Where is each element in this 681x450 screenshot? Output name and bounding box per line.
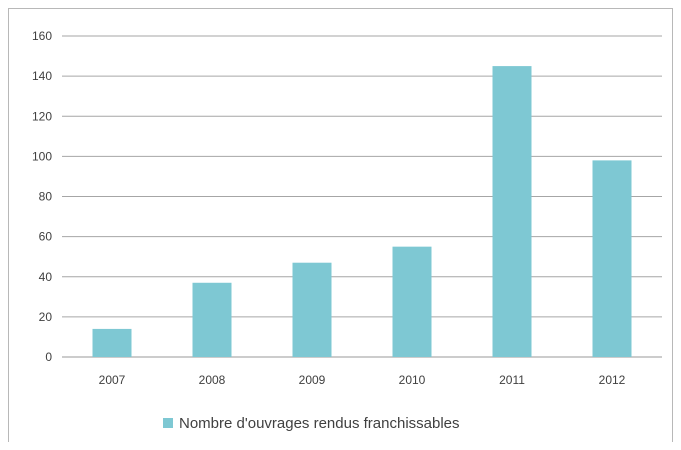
bar-2012 <box>592 160 632 357</box>
bars <box>92 66 632 357</box>
y-tick-label: 0 <box>45 350 52 364</box>
y-tick-label: 120 <box>32 109 52 123</box>
bar-2009 <box>292 262 332 357</box>
chart-frame <box>8 8 673 442</box>
x-tick-label: 2009 <box>299 373 326 387</box>
y-axis-ticks: 0 20 40 60 80 100 120 140 160 <box>32 29 52 364</box>
gridlines <box>62 35 662 318</box>
bar-2011 <box>492 66 532 357</box>
x-tick-label: 2011 <box>499 373 525 387</box>
y-tick-label: 80 <box>39 190 53 204</box>
legend: Nombre d'ouvrages rendus franchissables <box>163 415 460 432</box>
bar-2008 <box>192 282 232 357</box>
x-tick-label: 2008 <box>199 373 226 387</box>
legend-label: Nombre d'ouvrages rendus franchissables <box>179 415 460 432</box>
y-tick-label: 140 <box>32 69 52 83</box>
y-tick-label: 40 <box>39 270 53 284</box>
x-tick-label: 2012 <box>599 373 626 387</box>
y-tick-label: 160 <box>32 29 52 43</box>
bar-2007 <box>92 328 132 357</box>
legend-swatch <box>163 418 173 428</box>
y-tick-label: 100 <box>32 149 52 163</box>
x-tick-label: 2007 <box>99 373 126 387</box>
y-tick-label: 20 <box>39 310 53 324</box>
x-axis-ticks: 2007 2008 2009 2010 2011 2012 <box>99 373 626 387</box>
x-tick-label: 2010 <box>399 373 426 387</box>
bar-2010 <box>392 246 432 357</box>
y-tick-label: 60 <box>39 230 53 244</box>
